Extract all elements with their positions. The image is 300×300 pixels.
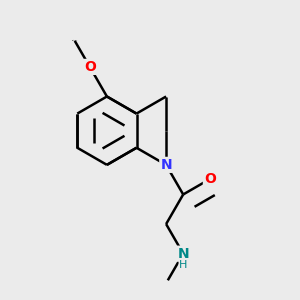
Text: N: N xyxy=(177,247,189,261)
Text: H: H xyxy=(179,260,188,270)
Text: methoxy: methoxy xyxy=(72,40,78,41)
Text: N: N xyxy=(160,158,172,172)
Text: O: O xyxy=(84,60,96,74)
Text: O: O xyxy=(204,172,216,186)
